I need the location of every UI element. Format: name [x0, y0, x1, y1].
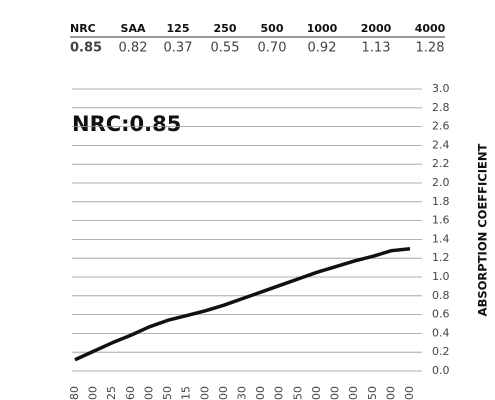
x-tick-label: 200 [142, 386, 155, 400]
x-tick-label: 3150 [366, 386, 379, 400]
table-value: 0.37 [164, 41, 193, 56]
table-header: 500 [261, 22, 284, 35]
x-tick-label: 2500 [347, 386, 360, 400]
y-tick-label: 3.0 [432, 82, 450, 95]
x-tick-label: 4000 [384, 386, 397, 400]
y-tick-label: 0.2 [432, 345, 450, 358]
y-tick-label: 2.0 [432, 176, 450, 189]
table-value: 1.28 [416, 41, 445, 56]
table-header: 2000 [361, 22, 392, 35]
y-axis-label: ABSORPTION COEFFICIENT [476, 144, 490, 317]
x-tick-label: 80 [68, 386, 81, 400]
table-value: 0.82 [119, 41, 148, 56]
table-value: 0.70 [258, 41, 287, 56]
x-tick-label: 1600 [310, 386, 323, 400]
x-tick-label: 1000 [273, 386, 286, 400]
table-header: SAA [121, 22, 146, 35]
x-tick-label: 5000 [403, 386, 416, 400]
y-tick-label: 0.6 [432, 308, 450, 321]
y-tick-label: 0.4 [432, 326, 450, 339]
y-tick-label: 0.0 [432, 364, 450, 377]
y-tick-label: 2.8 [432, 101, 450, 114]
y-tick-label: 1.6 [432, 214, 450, 227]
y-tick-label: 1.8 [432, 195, 450, 208]
table-header: 250 [214, 22, 237, 35]
table-header: NRC [70, 22, 96, 35]
x-tick-label: 800 [254, 386, 267, 400]
table-value: 0.85 [70, 41, 102, 56]
table-value: 0.92 [308, 41, 337, 56]
annotation: NRC:0.85 [72, 112, 181, 136]
y-tick-label: 2.2 [432, 157, 450, 170]
table-header: 4000 [415, 22, 446, 35]
y-tick-label: 2.4 [432, 138, 450, 151]
y-tick-label: 2.6 [432, 120, 450, 133]
x-tick-label: 315 [180, 386, 193, 400]
y-tick-label: 1.0 [432, 270, 450, 283]
y-tick-label: 1.4 [432, 232, 450, 245]
x-tick-label: 500 [217, 386, 230, 400]
table-value: 1.13 [362, 41, 391, 56]
x-tick-label: 1250 [291, 386, 304, 400]
table-header: 125 [167, 22, 190, 35]
y-tick-label: 0.8 [432, 289, 450, 302]
x-tick-label: 160 [124, 386, 137, 400]
table-value: 0.55 [211, 41, 240, 56]
data-line [74, 247, 411, 362]
x-tick-label: 100 [87, 386, 100, 400]
table-header: 1000 [307, 22, 338, 35]
x-tick-label: 400 [198, 386, 211, 400]
x-tick-label: 125 [105, 386, 118, 400]
x-tick-label: 250 [161, 386, 174, 400]
y-tick-label: 1.2 [432, 251, 450, 264]
x-tick-label: 630 [236, 386, 249, 400]
x-tick-label: 2000 [329, 386, 342, 400]
